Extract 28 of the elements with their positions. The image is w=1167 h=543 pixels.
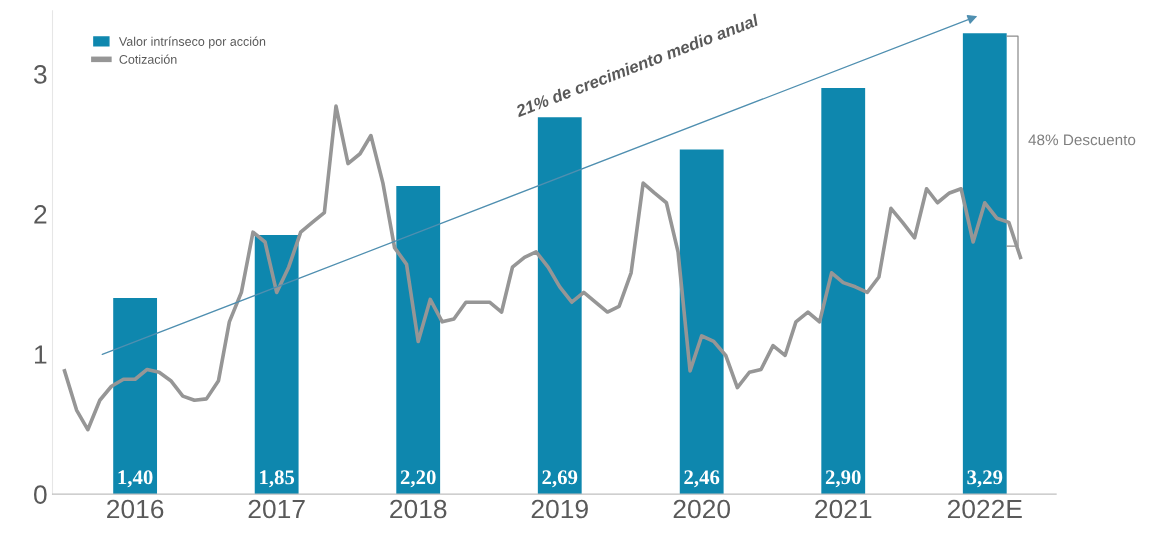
data-label: 2,20 [400,470,436,488]
bar [254,234,299,495]
y-tick-label: 2 [34,205,47,224]
x-tick-label: 2020 [673,499,731,519]
bar [396,185,441,495]
x-tick-label: 2017 [248,499,305,519]
bar [537,117,582,495]
annotation: 48% Descuento [1028,134,1136,146]
bar [679,149,724,495]
data-label: 2,90 [825,470,861,488]
y-tick-label: 0 [34,485,47,504]
data-label: 3,29 [967,470,1003,488]
data-label: 2,46 [684,470,720,488]
bar [962,33,1007,495]
x-tick-label: 2021 [815,499,872,519]
bar [113,298,158,495]
data-label: 1,85 [260,470,295,488]
x-tick-label: 2016 [107,499,164,519]
legend-label: Cotización [119,54,177,64]
legend-label: Valor intrínseco por acción [118,36,266,49]
x-tick-label: 2022E [947,499,1022,519]
x-tick-label: 2018 [390,499,447,519]
y-tick-label: 3 [33,65,47,84]
x-tick-label: 2019 [531,499,588,519]
y-tick-label: 1 [34,345,47,364]
data-label: 1,40 [118,470,153,488]
data-label: 2,69 [542,470,578,488]
bar [821,87,866,495]
